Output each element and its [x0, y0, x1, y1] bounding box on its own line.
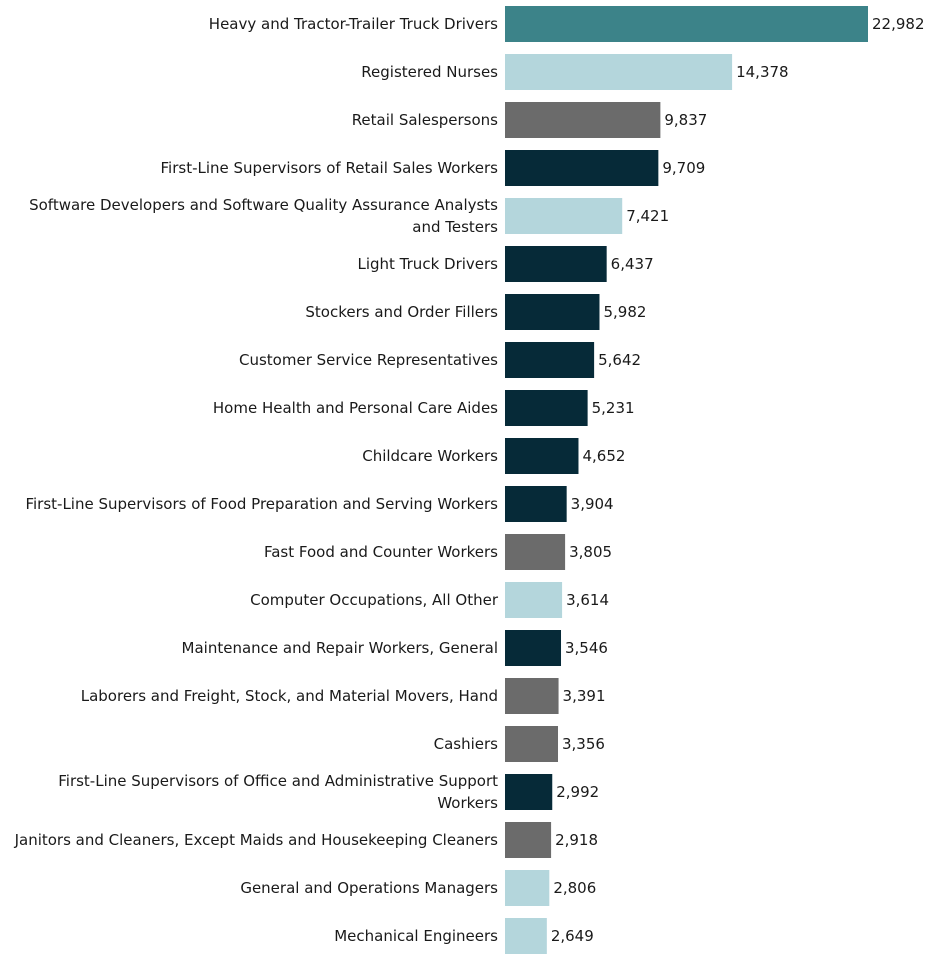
category-label-2: Retail Salespersons	[352, 111, 498, 129]
bar-4	[505, 198, 623, 234]
category-label-19: Mechanical Engineers	[334, 927, 498, 945]
value-label-8: 5,231	[592, 399, 635, 417]
bars-layer	[505, 6, 868, 954]
bar-12	[505, 582, 563, 618]
bar-14	[505, 678, 559, 714]
value-label-1: 14,378	[736, 63, 789, 81]
bar-3	[505, 150, 659, 186]
bar-10	[505, 486, 567, 522]
value-label-15: 3,356	[562, 735, 605, 753]
value-label-16: 2,992	[556, 783, 599, 801]
value-label-13: 3,546	[565, 639, 608, 657]
category-label-0: Heavy and Tractor-Trailer Truck Drivers	[209, 15, 498, 33]
value-label-14: 3,391	[563, 687, 606, 705]
bar-16	[505, 774, 553, 810]
bar-5	[505, 246, 607, 282]
value-label-7: 5,642	[598, 351, 641, 369]
bar-0	[505, 6, 868, 42]
value-label-5: 6,437	[611, 255, 654, 273]
category-label-3: First-Line Supervisors of Retail Sales W…	[161, 159, 499, 177]
bar-11	[505, 534, 566, 570]
category-label-1: Registered Nurses	[361, 63, 498, 81]
value-labels-layer: 22,982 14,378 9,837 9,709 7,421 6,437 5,982 5,6…	[551, 15, 925, 945]
bar-13	[505, 630, 562, 666]
category-label-16: First-Line Supervisors of Office and Adm…	[58, 772, 498, 812]
category-label-17: Janitors and Cleaners, Except Maids and …	[14, 831, 499, 849]
category-labels-layer: Heavy and Tractor-Trailer Truck Drivers R…	[14, 15, 499, 945]
category-label-14: Laborers and Freight, Stock, and Materia…	[81, 687, 498, 705]
value-label-9: 4,652	[582, 447, 625, 465]
bar-9	[505, 438, 579, 474]
category-label-11: Fast Food and Counter Workers	[264, 543, 498, 561]
value-label-10: 3,904	[571, 495, 614, 513]
bar-8	[505, 390, 588, 426]
value-label-3: 9,709	[662, 159, 705, 177]
bar-7	[505, 342, 595, 378]
category-label-7: Customer Service Representatives	[239, 351, 498, 369]
category-label-8: Home Health and Personal Care Aides	[213, 399, 498, 417]
value-label-17: 2,918	[555, 831, 598, 849]
bar-6	[505, 294, 600, 330]
value-label-2: 9,837	[664, 111, 707, 129]
category-label-5: Light Truck Drivers	[357, 255, 498, 273]
category-label-13: Maintenance and Repair Workers, General	[182, 639, 498, 657]
bar-1	[505, 54, 733, 90]
category-label-18: General and Operations Managers	[240, 879, 498, 897]
value-label-18: 2,806	[553, 879, 596, 897]
bar-18	[505, 870, 550, 906]
bar-15	[505, 726, 559, 762]
bar-2	[505, 102, 661, 138]
value-label-4: 7,421	[626, 207, 669, 225]
value-label-11: 3,805	[569, 543, 612, 561]
value-label-12: 3,614	[566, 591, 609, 609]
bar-19	[505, 918, 547, 954]
category-label-4: Software Developers and Software Quality…	[29, 196, 498, 236]
value-label-0: 22,982	[872, 15, 925, 33]
value-label-19: 2,649	[551, 927, 594, 945]
category-label-6: Stockers and Order Fillers	[305, 303, 498, 321]
category-label-9: Childcare Workers	[362, 447, 498, 465]
category-label-12: Computer Occupations, All Other	[250, 591, 499, 609]
value-label-6: 5,982	[603, 303, 646, 321]
category-label-15: Cashiers	[434, 735, 499, 753]
bar-17	[505, 822, 552, 858]
category-label-10: First-Line Supervisors of Food Preparati…	[25, 495, 498, 513]
